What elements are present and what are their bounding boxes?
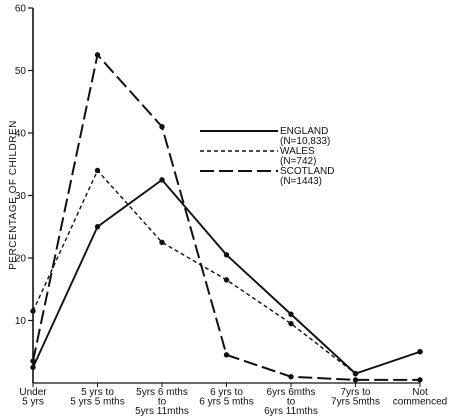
data-point-scotland — [417, 377, 423, 383]
data-point-england — [30, 364, 36, 371]
legend-label-wales: WALES — [280, 146, 315, 157]
y-axis-title: PERCENTAGE OF CHILDREN — [8, 120, 19, 270]
y-tick-label: 40 — [15, 129, 27, 140]
legend: ENGLAND(N=10,833)WALES(N=742)SCOTLAND(N=… — [200, 126, 334, 187]
data-point-scotland — [159, 124, 165, 130]
data-point-scotland — [352, 377, 359, 383]
x-tick-label: 5yrs 6 mths to 5yrs 11mths — [135, 387, 189, 417]
legend-label-scotland: SCOTLAND — [280, 166, 334, 177]
x-tick-label: Not commenced — [393, 387, 447, 408]
data-point-wales — [30, 308, 36, 314]
x-tick-label: 6 yrs to 6 yrs 5 mths — [199, 387, 253, 408]
data-point-scotland — [94, 52, 101, 58]
data-point-england — [159, 177, 165, 183]
data-point-scotland — [30, 358, 36, 364]
series-line-wales — [32, 169, 421, 375]
data-point-england — [94, 224, 101, 230]
y-tick-label: 60 — [15, 4, 27, 15]
data-point-wales — [352, 370, 359, 377]
data-point-wales — [94, 167, 101, 174]
legend-sublabel-wales: (N=742) — [280, 156, 316, 167]
x-tick-label: 7yrs to 7yrs 5mths — [331, 387, 380, 408]
x-tick-label: 5 yrs to 5 yrs 5 mths — [70, 387, 124, 408]
y-tick-label: 20 — [15, 254, 27, 265]
data-point-england — [223, 252, 230, 258]
x-tick-labels: Under 5 yrs 5 yrs to 5 yrs 5 mths 5yrs 6 mth… — [19, 383, 447, 417]
data-point-wales — [288, 320, 294, 327]
x-tick-label: 6yrs 6mths to 6yrs 11mths — [264, 387, 318, 417]
data-point-wales — [223, 277, 230, 283]
y-tick-label: 50 — [15, 66, 27, 77]
legend-sublabel-england: (N=10,833) — [280, 136, 330, 147]
series-lines — [30, 52, 423, 383]
data-point-england — [288, 311, 294, 317]
y-tick-label: 10 — [15, 316, 27, 327]
data-point-scotland — [223, 352, 230, 358]
y-tick-label: 30 — [15, 191, 27, 202]
data-point-wales — [417, 349, 423, 355]
x-tick-label: Under 5 yrs — [19, 387, 47, 408]
data-point-scotland — [288, 374, 294, 380]
data-point-wales — [159, 239, 165, 246]
series-line-england — [32, 178, 421, 375]
legend-label-england: ENGLAND — [280, 126, 328, 137]
y-tick-labels: 10 20 30 40 50 60 — [15, 4, 33, 327]
legend-sublabel-scotland: (N=1443) — [280, 176, 322, 187]
series-line-scotland — [32, 53, 420, 381]
